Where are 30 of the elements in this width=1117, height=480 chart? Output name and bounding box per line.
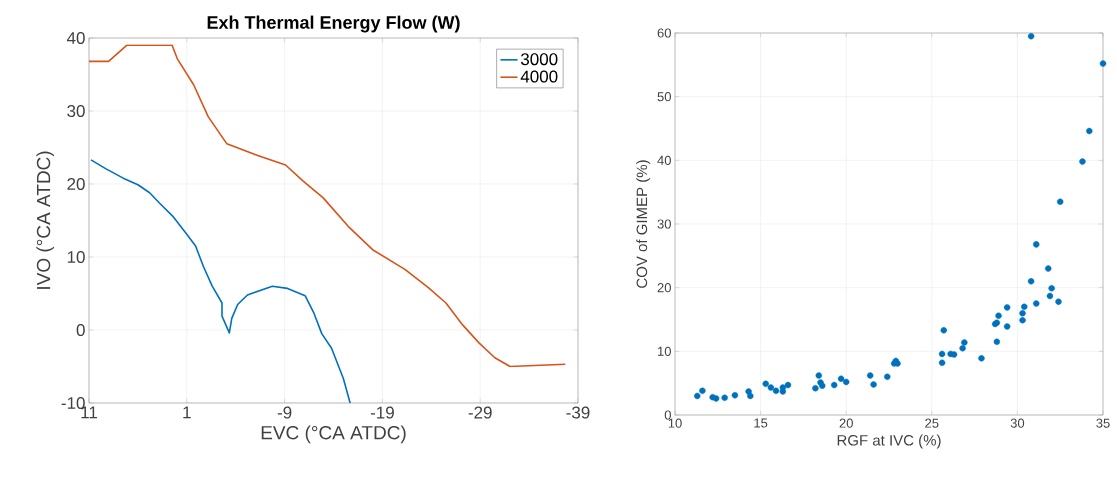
y-tick-label: 20 <box>67 177 85 191</box>
x-axis-title: EVC (°CA ATDC) <box>261 425 406 444</box>
y-axis-title: IVO (°CA ATDC) <box>36 151 55 289</box>
y-tick-label: 10 <box>67 250 85 264</box>
y-tick-label: 30 <box>657 219 671 229</box>
y-tick-label: 60 <box>657 28 671 38</box>
y-tick-label: 0 <box>76 323 85 337</box>
legend-label: 3000 <box>520 53 558 66</box>
x-tick-label: 15 <box>754 418 768 428</box>
x-tick-label: 20 <box>839 418 853 428</box>
x-tick-label: -19 <box>370 406 394 419</box>
x-tick-label: 1 <box>183 406 191 419</box>
chart-title: Exh Thermal Energy Flow (W) <box>207 15 460 33</box>
y-tick-label: 0 <box>664 410 671 420</box>
x-tick-label: 30 <box>1010 418 1025 428</box>
x-tick-label: -39 <box>566 406 590 419</box>
legend-label: 4000 <box>520 70 558 83</box>
y-tick-label: 50 <box>657 92 671 102</box>
x-axis-title: RGF at IVC (%) <box>837 434 941 449</box>
y-tick-label: 40 <box>66 31 85 45</box>
y-tick-label: 30 <box>67 104 85 118</box>
y-tick-label: 10 <box>658 346 671 356</box>
y-tick-label: 40 <box>657 155 671 165</box>
x-tick-label: -9 <box>277 406 292 419</box>
x-tick-label: -29 <box>468 406 492 419</box>
x-tick-label: 25 <box>925 418 939 428</box>
y-axis-title: COV of GIMEP (%) <box>636 160 651 288</box>
x-tick-label: 10 <box>668 418 682 428</box>
y-tick-label: 20 <box>657 283 671 293</box>
x-tick-label: 35 <box>1096 418 1110 428</box>
